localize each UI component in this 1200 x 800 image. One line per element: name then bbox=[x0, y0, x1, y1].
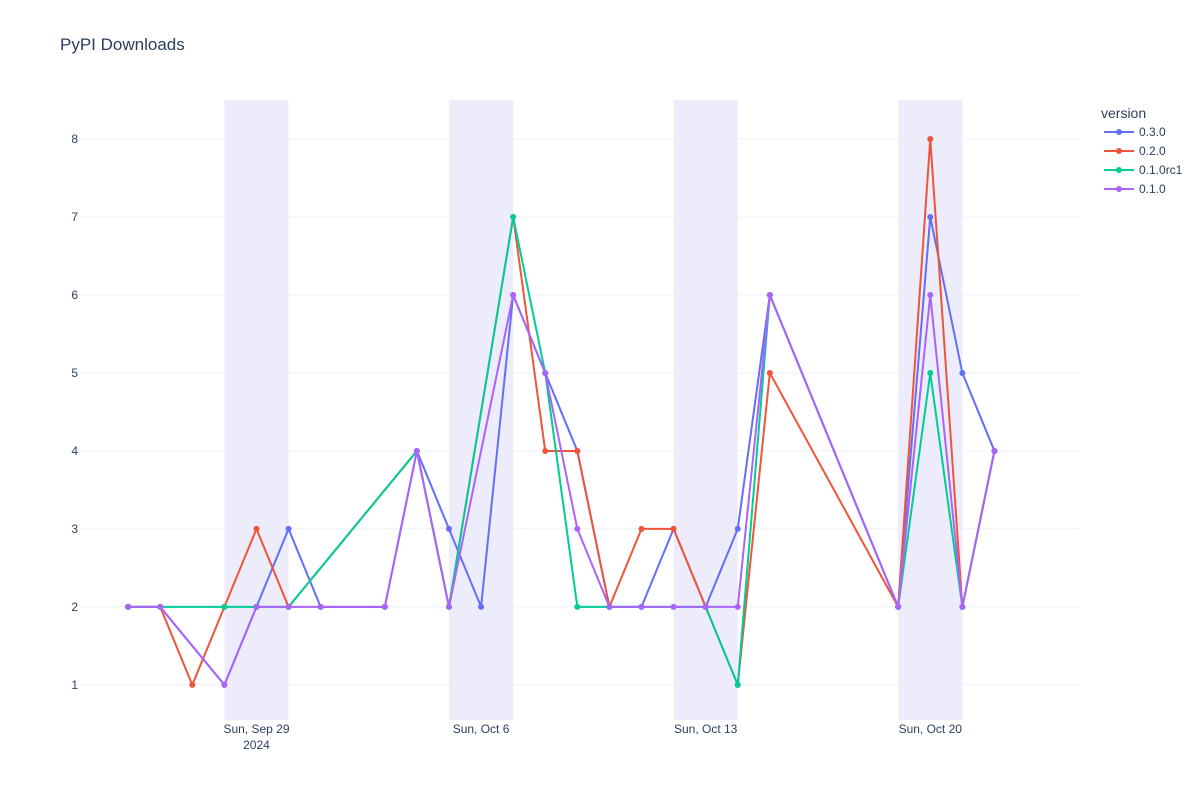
legend-item-0.2.0[interactable]: 0.2.0 bbox=[1139, 144, 1166, 158]
y-tick-label-6: 6 bbox=[71, 288, 78, 302]
data-point-0.1.0-2024-10-19[interactable] bbox=[895, 603, 902, 610]
data-point-0.1.0-2024-09-28[interactable] bbox=[221, 681, 228, 688]
series-markers bbox=[125, 135, 998, 688]
data-point-0.1.0rc1-2024-10-09[interactable] bbox=[574, 603, 581, 610]
data-point-0.1.0-2024-09-26[interactable] bbox=[157, 603, 164, 610]
data-point-0.1.0rc1-2024-10-14[interactable] bbox=[734, 681, 741, 688]
data-point-0.3.0-2024-10-14[interactable] bbox=[734, 525, 741, 532]
x-tick-label-2: Sun, Oct 6 bbox=[453, 722, 510, 736]
data-point-0.2.0-2024-10-11[interactable] bbox=[638, 525, 645, 532]
data-point-0.1.0-2024-10-07[interactable] bbox=[510, 291, 517, 298]
data-point-0.1.0-2024-09-30[interactable] bbox=[285, 603, 292, 610]
x-tick-year-label: 2024 bbox=[243, 738, 270, 752]
legend-item-0.1.0rc1[interactable]: 0.1.0rc1 bbox=[1139, 163, 1183, 177]
x-tick-label-4: Sun, Oct 20 bbox=[899, 722, 963, 736]
y-tick-label-8: 8 bbox=[71, 132, 78, 146]
data-point-0.1.0-2024-10-20[interactable] bbox=[927, 291, 934, 298]
data-point-0.1.0-2024-09-25[interactable] bbox=[125, 603, 132, 610]
data-point-0.3.0-2024-09-30[interactable] bbox=[285, 525, 292, 532]
data-point-0.1.0-2024-09-29[interactable] bbox=[253, 603, 260, 610]
data-point-0.2.0-2024-10-09[interactable] bbox=[574, 447, 581, 454]
weekend-band-3 bbox=[673, 100, 738, 720]
data-point-0.1.0-2024-10-21[interactable] bbox=[959, 603, 966, 610]
y-tick-label-2: 2 bbox=[71, 600, 78, 614]
data-point-0.2.0-2024-09-27[interactable] bbox=[189, 681, 196, 688]
data-point-0.2.0-2024-10-20[interactable] bbox=[927, 135, 934, 142]
data-point-0.1.0rc1-2024-10-20[interactable] bbox=[927, 369, 934, 376]
data-point-0.2.0-2024-10-12[interactable] bbox=[670, 525, 677, 532]
chart-title: PyPI Downloads bbox=[60, 35, 185, 54]
legend-item-0.1.0[interactable]: 0.1.0 bbox=[1139, 182, 1166, 196]
data-point-0.3.0-2024-10-20[interactable] bbox=[927, 213, 934, 220]
legend-marker-0.3.0 bbox=[1116, 129, 1122, 135]
series-line-0.1.0rc1[interactable] bbox=[128, 215, 996, 686]
data-point-0.1.0-2024-10-14[interactable] bbox=[734, 603, 741, 610]
data-point-0.3.0-2024-10-05[interactable] bbox=[445, 525, 452, 532]
legend[interactable]: version 0.3.0 0.2.0 0.1.0rc1 0.1.0 bbox=[1101, 105, 1183, 196]
data-point-0.3.0-2024-10-06[interactable] bbox=[478, 603, 485, 610]
data-point-0.2.0-2024-10-08[interactable] bbox=[542, 447, 549, 454]
y-axis: 1 2 3 4 5 6 7 8 bbox=[71, 132, 78, 692]
data-point-0.1.0-2024-10-08[interactable] bbox=[542, 369, 549, 376]
x-tick-label-1: Sun, Sep 29 bbox=[223, 722, 289, 736]
data-point-0.1.0-2024-10-13[interactable] bbox=[702, 603, 709, 610]
data-point-0.1.0rc1-2024-10-07[interactable] bbox=[510, 213, 517, 220]
x-tick-label-3: Sun, Oct 13 bbox=[674, 722, 738, 736]
data-point-0.1.0-2024-10-22[interactable] bbox=[991, 447, 998, 454]
legend-marker-0.2.0 bbox=[1116, 148, 1122, 154]
y-tick-label-1: 1 bbox=[71, 678, 78, 692]
data-point-0.1.0-2024-10-12[interactable] bbox=[670, 603, 677, 610]
data-point-0.1.0-2024-10-05[interactable] bbox=[445, 603, 452, 610]
series-line-0.1.0[interactable] bbox=[128, 293, 996, 686]
data-point-0.1.0-2024-10-04[interactable] bbox=[413, 447, 420, 454]
data-point-0.1.0-2024-10-11[interactable] bbox=[638, 603, 645, 610]
data-point-0.1.0rc1-2024-09-28[interactable] bbox=[221, 603, 228, 610]
data-point-0.1.0-2024-10-10[interactable] bbox=[606, 603, 613, 610]
data-point-0.1.0-2024-10-09[interactable] bbox=[574, 525, 581, 532]
x-axis: Sun, Sep 29 2024 Sun, Oct 6 Sun, Oct 13 Sun,… bbox=[223, 722, 962, 752]
data-point-0.3.0-2024-10-21[interactable] bbox=[959, 369, 966, 376]
weekend-band-4 bbox=[898, 100, 963, 720]
weekend-band-1 bbox=[224, 100, 289, 720]
legend-item-0.3.0[interactable]: 0.3.0 bbox=[1139, 125, 1166, 139]
y-tick-label-4: 4 bbox=[71, 444, 78, 458]
legend-marker-0.1.0rc1 bbox=[1116, 167, 1122, 173]
y-tick-label-3: 3 bbox=[71, 522, 78, 536]
legend-marker-0.1.0 bbox=[1116, 186, 1122, 192]
data-point-0.1.0-2024-10-15[interactable] bbox=[766, 291, 773, 298]
data-point-0.2.0-2024-10-15[interactable] bbox=[766, 369, 773, 376]
data-point-0.1.0-2024-10-01[interactable] bbox=[317, 603, 324, 610]
y-tick-label-7: 7 bbox=[71, 210, 78, 224]
data-point-0.1.0-2024-10-03[interactable] bbox=[381, 603, 388, 610]
data-point-0.2.0-2024-09-29[interactable] bbox=[253, 525, 260, 532]
y-tick-label-5: 5 bbox=[71, 366, 78, 380]
legend-title: version bbox=[1101, 105, 1146, 121]
